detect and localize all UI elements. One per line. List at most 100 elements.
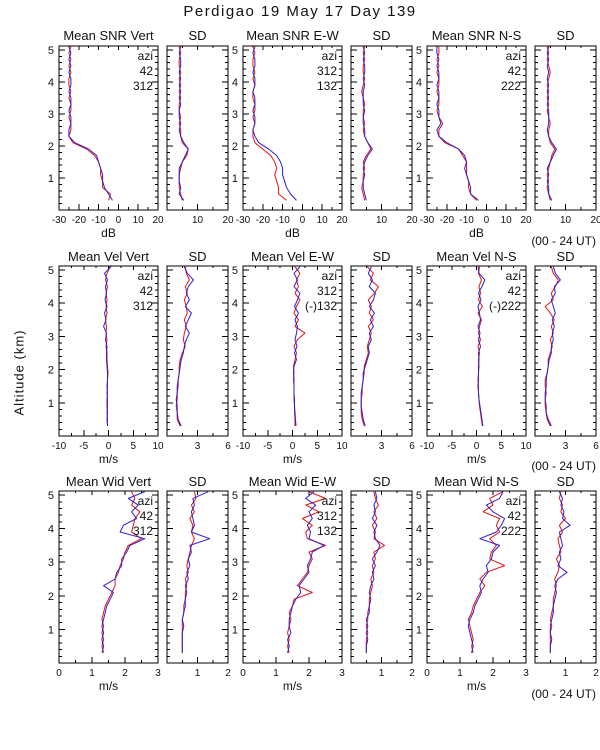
legend-azi-label: azi: [506, 49, 521, 63]
x-tick-label: -5: [79, 441, 88, 452]
x-axis-unit: m/s: [283, 452, 302, 466]
blue-series-line: [287, 491, 325, 654]
y-tick-label: 3: [48, 109, 54, 121]
x-tick-label: -30: [420, 215, 435, 226]
x-axis-unit: m/s: [467, 679, 486, 693]
x-tick-label: -10: [459, 215, 474, 226]
y-tick-label: 1: [416, 624, 422, 636]
red-series-line: [546, 46, 556, 201]
y-tick-label: 1: [48, 173, 54, 185]
legend-azi-label: azi: [138, 494, 153, 508]
legend-blue-value: 222: [501, 79, 521, 93]
panel-title: SD: [188, 249, 206, 264]
y-tick-label: 5: [232, 490, 238, 502]
panel-frame: [166, 45, 229, 211]
panel-title: Mean Wid Vert: [66, 474, 152, 489]
panel-title: Mean Vel N-S: [436, 249, 517, 264]
x-axis-unit: dB: [469, 226, 484, 240]
y-tick-label: 5: [48, 265, 54, 277]
panel-title: Mean SNR N-S: [432, 28, 522, 43]
x-tick-label: 3: [379, 441, 385, 452]
panel-title: SD: [556, 474, 574, 489]
panel-title: SD: [372, 249, 390, 264]
y-tick-label: 5: [48, 490, 54, 502]
y-tick-label: 5: [232, 265, 238, 277]
x-tick-label: 20: [406, 215, 418, 226]
x-tick-label: 1: [195, 668, 201, 679]
blue-series-line: [546, 46, 557, 201]
blue-series-line: [68, 46, 113, 201]
x-tick-label: 0: [116, 215, 122, 226]
x-tick-label: 10: [192, 215, 204, 226]
x-tick-label: 20: [520, 215, 532, 226]
x-tick-label: 0: [300, 215, 306, 226]
y-tick-label: 1: [48, 624, 54, 636]
legend-azi-label: azi: [322, 494, 337, 508]
panel-title: SD: [556, 28, 574, 43]
y-tick-label: 4: [48, 77, 54, 89]
y-tick-label: 3: [416, 109, 422, 121]
red-series-line: [436, 46, 477, 201]
x-axis-unit: m/s: [467, 452, 486, 466]
panel-title: SD: [372, 28, 390, 43]
x-tick-label: 1: [457, 668, 463, 679]
x-tick-label: -30: [236, 215, 251, 226]
x-tick-label: 2: [225, 668, 231, 679]
x-tick-label: 2: [593, 668, 599, 679]
y-tick-label: 4: [232, 524, 238, 536]
red-series-line: [549, 491, 566, 653]
time-range-note: (00 - 24 UT): [531, 687, 596, 701]
y-tick-label: 1: [232, 624, 238, 636]
x-tick-label: 3: [563, 441, 569, 452]
y-tick-label: 5: [232, 45, 238, 57]
blue-series-line: [544, 266, 561, 427]
x-tick-label: 10: [501, 215, 513, 226]
legend-azi-label: azi: [138, 49, 153, 63]
x-tick-label: 10: [336, 441, 348, 452]
x-axis-unit: dB: [285, 226, 300, 240]
panel-frame: [350, 490, 413, 664]
x-tick-label: 10: [560, 215, 572, 226]
x-axis-unit: m/s: [283, 679, 302, 693]
legend-blue-value: 312: [133, 524, 153, 538]
legend-blue-value: 312: [133, 299, 153, 313]
legend-blue-value: 312: [133, 79, 153, 93]
panel-title: SD: [372, 474, 390, 489]
panel-title: Mean SNR Vert: [63, 28, 154, 43]
panel-title: Mean SNR E-W: [246, 28, 339, 43]
y-tick-label: 3: [232, 109, 238, 121]
red-series-line: [365, 491, 386, 653]
x-tick-label: 1: [89, 668, 95, 679]
time-range-note: (00 - 24 UT): [531, 234, 596, 248]
y-tick-label: 2: [416, 591, 422, 603]
legend-azi-label: azi: [138, 269, 153, 283]
legend-red-value: 42: [140, 64, 154, 78]
y-tick-label: 5: [416, 490, 422, 502]
x-tick-label: -10: [236, 441, 251, 452]
blue-series-line: [477, 266, 486, 427]
x-tick-label: 20: [590, 215, 600, 226]
panel-frame: [534, 490, 597, 664]
blue-series-line: [360, 266, 376, 427]
y-tick-label: 2: [232, 365, 238, 377]
y-tick-label: 5: [416, 45, 422, 57]
figure-title: Perdigao 19 May 17 Day 139: [183, 3, 417, 20]
panel-frame: [534, 265, 597, 437]
panel-title: SD: [188, 474, 206, 489]
x-tick-label: 6: [225, 441, 231, 452]
x-tick-label: -10: [52, 441, 67, 452]
x-tick-label: 6: [409, 441, 415, 452]
blue-series-line: [181, 491, 211, 653]
legend-blue-value: (-)132: [305, 299, 337, 313]
x-tick-label: -20: [72, 215, 87, 226]
x-tick-label: 2: [122, 668, 128, 679]
blue-series-line: [549, 491, 571, 653]
red-series-line: [467, 491, 506, 654]
panel-title: Mean Vel E-W: [251, 249, 335, 264]
legend-red-value: 42: [508, 509, 522, 523]
x-tick-label: 3: [195, 441, 201, 452]
x-tick-label: -10: [275, 215, 290, 226]
x-tick-label: 10: [133, 215, 145, 226]
